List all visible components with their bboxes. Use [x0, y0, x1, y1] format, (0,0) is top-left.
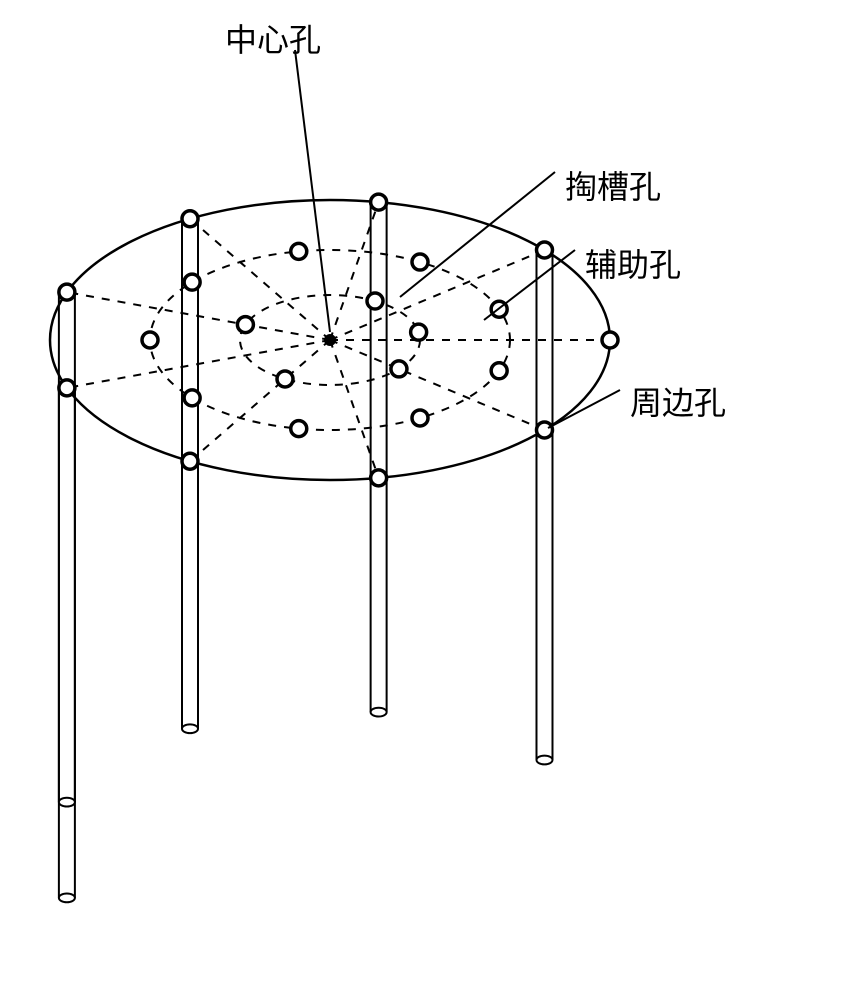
label-aux-hole: 辅助孔: [585, 240, 681, 286]
label-center-hole: 中心孔: [225, 15, 321, 61]
label-perimeter-hole: 周边孔: [630, 378, 726, 424]
borehole-diagram: [0, 0, 845, 1000]
label-cut-hole: 掏槽孔: [565, 162, 661, 208]
